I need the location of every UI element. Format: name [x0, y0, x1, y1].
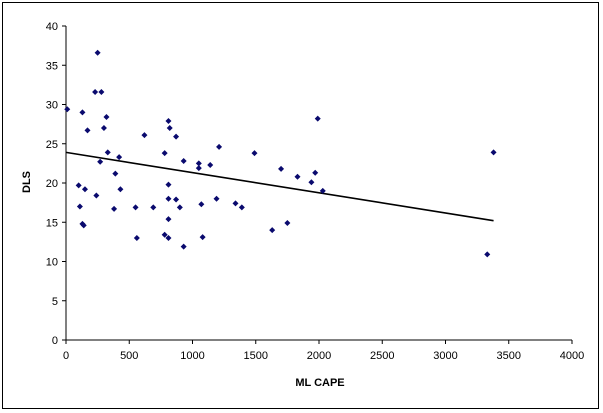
- trendline: [65, 151, 494, 222]
- y-tick-label: 10: [46, 257, 58, 269]
- x-axis-ticks: 0 500 1000 1500 2000 2500 3000 3500 4000: [63, 340, 584, 362]
- y-axis-ticks: 0 5 10 15 20 25 30 35 40: [46, 21, 66, 347]
- x-tick-label: 1500: [244, 350, 268, 362]
- x-tick-label: 3500: [497, 350, 521, 362]
- data-point: [92, 88, 99, 95]
- data-point: [111, 205, 118, 212]
- data-point: [97, 158, 104, 165]
- data-point: [199, 234, 206, 241]
- data-point: [180, 243, 187, 250]
- data-point: [213, 195, 220, 202]
- data-point: [80, 222, 87, 229]
- data-point: [284, 220, 291, 227]
- data-point: [117, 186, 124, 193]
- data-point: [76, 203, 83, 210]
- data-point: [98, 88, 105, 95]
- x-tick-label: 500: [120, 350, 138, 362]
- data-point: [173, 196, 180, 203]
- data-point: [75, 182, 82, 189]
- data-point: [103, 114, 110, 121]
- axes: [65, 26, 572, 341]
- data-point: [64, 106, 71, 113]
- data-point: [278, 165, 285, 172]
- data-point: [165, 117, 172, 124]
- x-tick-label: 4000: [560, 350, 584, 362]
- data-point: [176, 204, 183, 211]
- x-tick-label: 2000: [307, 350, 331, 362]
- data-point: [207, 161, 214, 168]
- y-tick-label: 30: [46, 100, 58, 112]
- data-point: [238, 204, 245, 211]
- data-point: [133, 234, 140, 241]
- data-point: [100, 125, 107, 132]
- trendline-group: [65, 151, 494, 222]
- data-point: [161, 150, 168, 157]
- data-point: [195, 165, 202, 172]
- data-point: [93, 192, 100, 199]
- data-point: [195, 160, 202, 167]
- y-tick-label: 15: [46, 217, 58, 229]
- x-axis-title: ML CAPE: [295, 377, 344, 389]
- data-point: [198, 201, 205, 208]
- data-point: [79, 109, 86, 116]
- data-point: [314, 115, 321, 122]
- data-point: [81, 186, 88, 193]
- data-point: [132, 204, 139, 211]
- data-point: [180, 158, 187, 165]
- y-tick-label: 0: [52, 335, 58, 347]
- data-point: [84, 127, 91, 134]
- data-point: [165, 234, 172, 241]
- x-tick-label: 2500: [370, 350, 394, 362]
- data-point: [484, 251, 491, 258]
- y-tick-label: 20: [46, 178, 58, 190]
- data-point: [165, 195, 172, 202]
- data-point: [251, 150, 258, 157]
- data-point: [94, 49, 101, 56]
- x-tick-label: 1000: [180, 350, 204, 362]
- y-tick-label: 35: [46, 60, 58, 72]
- data-point: [232, 200, 239, 207]
- y-tick-label: 5: [52, 296, 58, 308]
- data-point: [490, 149, 497, 156]
- data-point: [112, 170, 119, 177]
- data-point: [116, 154, 123, 161]
- x-tick-label: 0: [63, 350, 69, 362]
- chart-frame: [2, 2, 599, 409]
- data-point: [319, 187, 326, 194]
- y-axis-title: DLS: [21, 171, 33, 193]
- data-point: [308, 179, 315, 186]
- data-point: [269, 227, 276, 234]
- data-point: [161, 231, 168, 238]
- data-point: [150, 204, 157, 211]
- data-points: [64, 49, 497, 258]
- data-point: [294, 173, 301, 180]
- data-point: [173, 133, 180, 140]
- data-point: [165, 181, 172, 188]
- data-point: [141, 132, 148, 139]
- data-point: [165, 216, 172, 223]
- data-point: [166, 125, 173, 132]
- x-tick-label: 3000: [433, 350, 457, 362]
- data-point: [312, 169, 319, 176]
- y-tick-label: 40: [46, 21, 58, 33]
- y-tick-label: 25: [46, 139, 58, 151]
- data-point: [216, 143, 223, 150]
- data-point: [104, 149, 111, 156]
